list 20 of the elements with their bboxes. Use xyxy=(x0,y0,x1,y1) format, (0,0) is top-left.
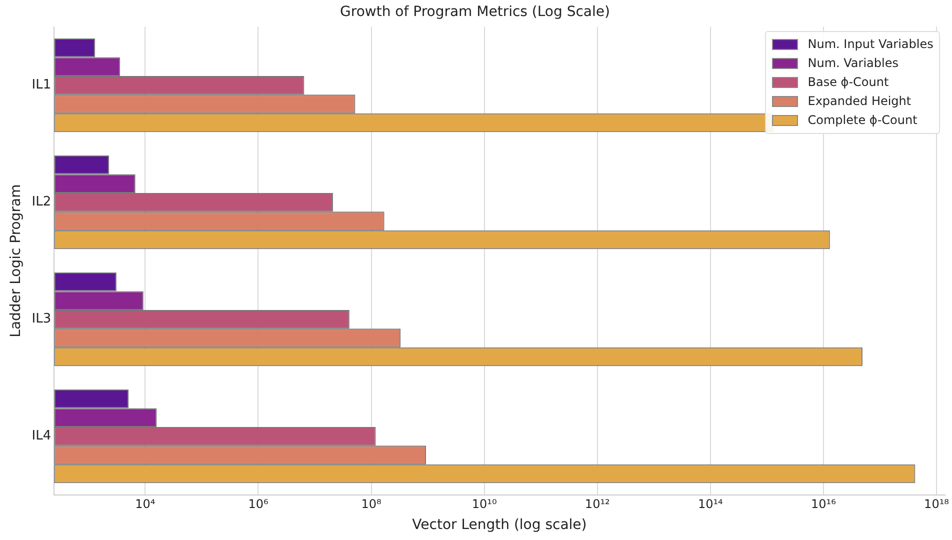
x-tick-label: 10¹⁶ xyxy=(811,497,836,512)
legend-label: Base ϕ-Count xyxy=(808,75,889,90)
x-tick-label: 10¹⁸ xyxy=(924,497,950,512)
x-tick-label: 10⁶ xyxy=(248,497,268,512)
x-tick-label: 10¹⁰ xyxy=(472,497,497,512)
legend-label: Complete ϕ-Count xyxy=(808,113,918,128)
chart-title: Growth of Program Metrics (Log Scale) xyxy=(340,4,610,20)
legend-label: Expanded Height xyxy=(808,94,912,108)
y-tick-label: IL4 xyxy=(32,428,52,444)
legend-label: Num. Input Variables xyxy=(808,37,934,52)
legend-label: Num. Variables xyxy=(808,56,898,70)
y-tick-label: IL1 xyxy=(32,78,52,93)
y-axis-title: Ladder Logic Program xyxy=(8,184,24,338)
x-tick-label: 10⁴ xyxy=(135,497,156,512)
x-tick-label: 10¹² xyxy=(584,497,610,512)
x-axis-title: Vector Length (log scale) xyxy=(412,517,587,534)
x-tick-label: 10⁸ xyxy=(361,497,382,512)
x-tick-label: 10¹⁴ xyxy=(698,497,724,512)
y-tick-label: IL3 xyxy=(32,312,52,327)
y-tick-label: IL2 xyxy=(32,194,52,210)
